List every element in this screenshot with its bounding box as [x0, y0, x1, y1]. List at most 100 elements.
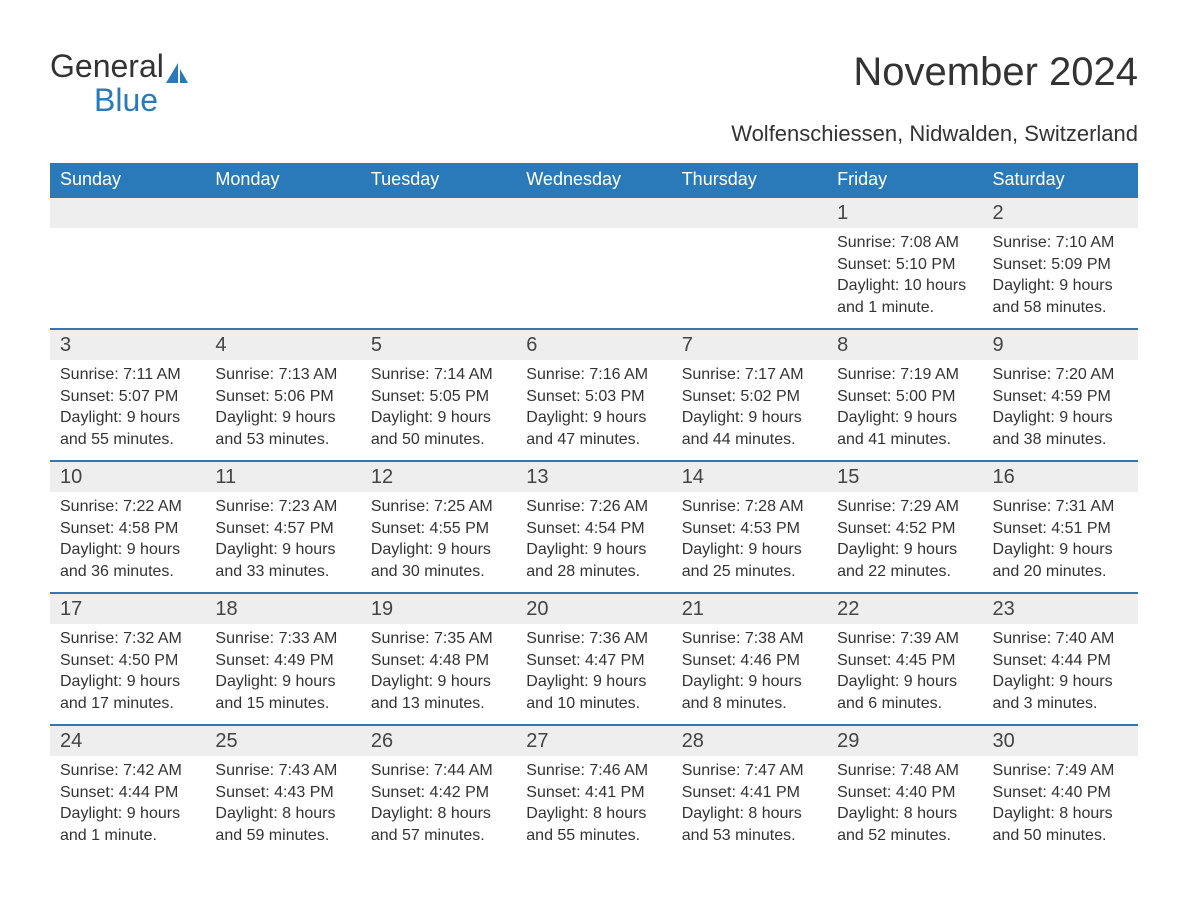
day-number: 3: [50, 330, 205, 360]
day-details: Sunrise: 7:23 AMSunset: 4:57 PMDaylight:…: [205, 492, 360, 588]
sunset-text: Sunset: 4:58 PM: [60, 518, 195, 540]
calendar-day-cell: 13Sunrise: 7:26 AMSunset: 4:54 PMDayligh…: [516, 461, 671, 593]
sunrise-text: Sunrise: 7:39 AM: [837, 628, 972, 650]
weekday-header: Sunday: [50, 163, 205, 197]
calendar-day-cell: [672, 197, 827, 329]
day-number-bar: [516, 198, 671, 228]
day-details: Sunrise: 7:13 AMSunset: 5:06 PMDaylight:…: [205, 360, 360, 456]
daylight-text: Daylight: 9 hours and 58 minutes.: [993, 275, 1128, 318]
sunrise-text: Sunrise: 7:28 AM: [682, 496, 817, 518]
calendar-day-cell: 9Sunrise: 7:20 AMSunset: 4:59 PMDaylight…: [983, 329, 1138, 461]
day-number: 5: [361, 330, 516, 360]
daylight-text: Daylight: 9 hours and 25 minutes.: [682, 539, 817, 582]
daylight-text: Daylight: 9 hours and 33 minutes.: [215, 539, 350, 582]
weekday-header: Friday: [827, 163, 982, 197]
sunrise-text: Sunrise: 7:13 AM: [215, 364, 350, 386]
weekday-header: Tuesday: [361, 163, 516, 197]
day-number: 29: [827, 726, 982, 756]
logo-word-1: General: [50, 48, 164, 84]
calendar-header: SundayMondayTuesdayWednesdayThursdayFrid…: [50, 163, 1138, 197]
day-number: 8: [827, 330, 982, 360]
calendar-week-row: 17Sunrise: 7:32 AMSunset: 4:50 PMDayligh…: [50, 593, 1138, 725]
sunrise-text: Sunrise: 7:11 AM: [60, 364, 195, 386]
sail-icon: [164, 61, 188, 85]
day-number: 23: [983, 594, 1138, 624]
day-details: Sunrise: 7:48 AMSunset: 4:40 PMDaylight:…: [827, 756, 982, 852]
sunrise-text: Sunrise: 7:33 AM: [215, 628, 350, 650]
day-details: Sunrise: 7:14 AMSunset: 5:05 PMDaylight:…: [361, 360, 516, 456]
daylight-text: Daylight: 9 hours and 44 minutes.: [682, 407, 817, 450]
day-number: 1: [827, 198, 982, 228]
calendar-day-cell: 11Sunrise: 7:23 AMSunset: 4:57 PMDayligh…: [205, 461, 360, 593]
calendar-day-cell: 23Sunrise: 7:40 AMSunset: 4:44 PMDayligh…: [983, 593, 1138, 725]
calendar-day-cell: [516, 197, 671, 329]
calendar-day-cell: 7Sunrise: 7:17 AMSunset: 5:02 PMDaylight…: [672, 329, 827, 461]
calendar-day-cell: 15Sunrise: 7:29 AMSunset: 4:52 PMDayligh…: [827, 461, 982, 593]
calendar-body: 1Sunrise: 7:08 AMSunset: 5:10 PMDaylight…: [50, 197, 1138, 857]
sunrise-text: Sunrise: 7:29 AM: [837, 496, 972, 518]
day-details: Sunrise: 7:25 AMSunset: 4:55 PMDaylight:…: [361, 492, 516, 588]
calendar-day-cell: 16Sunrise: 7:31 AMSunset: 4:51 PMDayligh…: [983, 461, 1138, 593]
day-number: 19: [361, 594, 516, 624]
sunset-text: Sunset: 5:06 PM: [215, 386, 350, 408]
day-number-bar: [672, 198, 827, 228]
sunrise-text: Sunrise: 7:42 AM: [60, 760, 195, 782]
day-number: 14: [672, 462, 827, 492]
day-details: Sunrise: 7:16 AMSunset: 5:03 PMDaylight:…: [516, 360, 671, 456]
calendar-day-cell: [205, 197, 360, 329]
calendar-day-cell: 27Sunrise: 7:46 AMSunset: 4:41 PMDayligh…: [516, 725, 671, 857]
sunrise-text: Sunrise: 7:32 AM: [60, 628, 195, 650]
calendar-day-cell: 14 Sunrise: 7:28 AMSunset: 4:53 PMDayligh…: [672, 461, 827, 593]
day-number: 11: [205, 462, 360, 492]
sunrise-text: Sunrise: 7:14 AM: [371, 364, 506, 386]
day-details: Sunrise: 7:46 AMSunset: 4:41 PMDaylight:…: [516, 756, 671, 852]
daylight-text: Daylight: 8 hours and 55 minutes.: [526, 803, 661, 846]
day-number: 26: [361, 726, 516, 756]
sunset-text: Sunset: 5:10 PM: [837, 254, 972, 276]
daylight-text: Daylight: 9 hours and 17 minutes.: [60, 671, 195, 714]
sunset-text: Sunset: 4:44 PM: [993, 650, 1128, 672]
sunset-text: Sunset: 4:53 PM: [682, 518, 817, 540]
calendar-week-row: 3Sunrise: 7:11 AMSunset: 5:07 PMDaylight…: [50, 329, 1138, 461]
day-details: Sunrise: 7:47 AMSunset: 4:41 PMDaylight:…: [672, 756, 827, 852]
calendar-day-cell: 21Sunrise: 7:38 AMSunset: 4:46 PMDayligh…: [672, 593, 827, 725]
day-details: Sunrise: 7:08 AMSunset: 5:10 PMDaylight:…: [827, 228, 982, 324]
calendar-day-cell: [50, 197, 205, 329]
day-number-bar: [361, 198, 516, 228]
daylight-text: Daylight: 9 hours and 1 minute.: [60, 803, 195, 846]
daylight-text: Daylight: 9 hours and 30 minutes.: [371, 539, 506, 582]
sunrise-text: Sunrise: 7:23 AM: [215, 496, 350, 518]
calendar-day-cell: 19Sunrise: 7:35 AMSunset: 4:48 PMDayligh…: [361, 593, 516, 725]
daylight-text: Daylight: 8 hours and 53 minutes.: [682, 803, 817, 846]
calendar-day-cell: 10Sunrise: 7:22 AMSunset: 4:58 PMDayligh…: [50, 461, 205, 593]
day-details: Sunrise: 7:36 AMSunset: 4:47 PMDaylight:…: [516, 624, 671, 720]
day-details: Sunrise: 7:49 AMSunset: 4:40 PMDaylight:…: [983, 756, 1138, 852]
calendar-day-cell: 3Sunrise: 7:11 AMSunset: 5:07 PMDaylight…: [50, 329, 205, 461]
day-number: 9: [983, 330, 1138, 360]
sunset-text: Sunset: 4:55 PM: [371, 518, 506, 540]
sunset-text: Sunset: 5:03 PM: [526, 386, 661, 408]
sunrise-text: Sunrise: 7:35 AM: [371, 628, 506, 650]
day-number: 6: [516, 330, 671, 360]
day-number: 17: [50, 594, 205, 624]
daylight-text: Daylight: 8 hours and 59 minutes.: [215, 803, 350, 846]
daylight-text: Daylight: 9 hours and 13 minutes.: [371, 671, 506, 714]
sunrise-text: Sunrise: 7:36 AM: [526, 628, 661, 650]
sunrise-text: Sunrise: 7:22 AM: [60, 496, 195, 518]
header: General Blue November 2024: [50, 50, 1138, 117]
calendar-day-cell: 20Sunrise: 7:36 AMSunset: 4:47 PMDayligh…: [516, 593, 671, 725]
calendar-day-cell: 30Sunrise: 7:49 AMSunset: 4:40 PMDayligh…: [983, 725, 1138, 857]
sunset-text: Sunset: 4:51 PM: [993, 518, 1128, 540]
calendar-week-row: 1Sunrise: 7:08 AMSunset: 5:10 PMDaylight…: [50, 197, 1138, 329]
sunset-text: Sunset: 4:40 PM: [837, 782, 972, 804]
sunrise-text: Sunrise: 7:49 AM: [993, 760, 1128, 782]
daylight-text: Daylight: 9 hours and 6 minutes.: [837, 671, 972, 714]
sunset-text: Sunset: 4:54 PM: [526, 518, 661, 540]
day-number: 21: [672, 594, 827, 624]
sunrise-text: Sunrise: 7:10 AM: [993, 232, 1128, 254]
day-number: 28: [672, 726, 827, 756]
day-details: Sunrise: 7:38 AMSunset: 4:46 PMDaylight:…: [672, 624, 827, 720]
sunset-text: Sunset: 5:09 PM: [993, 254, 1128, 276]
day-number-bar: [205, 198, 360, 228]
calendar-day-cell: 25Sunrise: 7:43 AMSunset: 4:43 PMDayligh…: [205, 725, 360, 857]
